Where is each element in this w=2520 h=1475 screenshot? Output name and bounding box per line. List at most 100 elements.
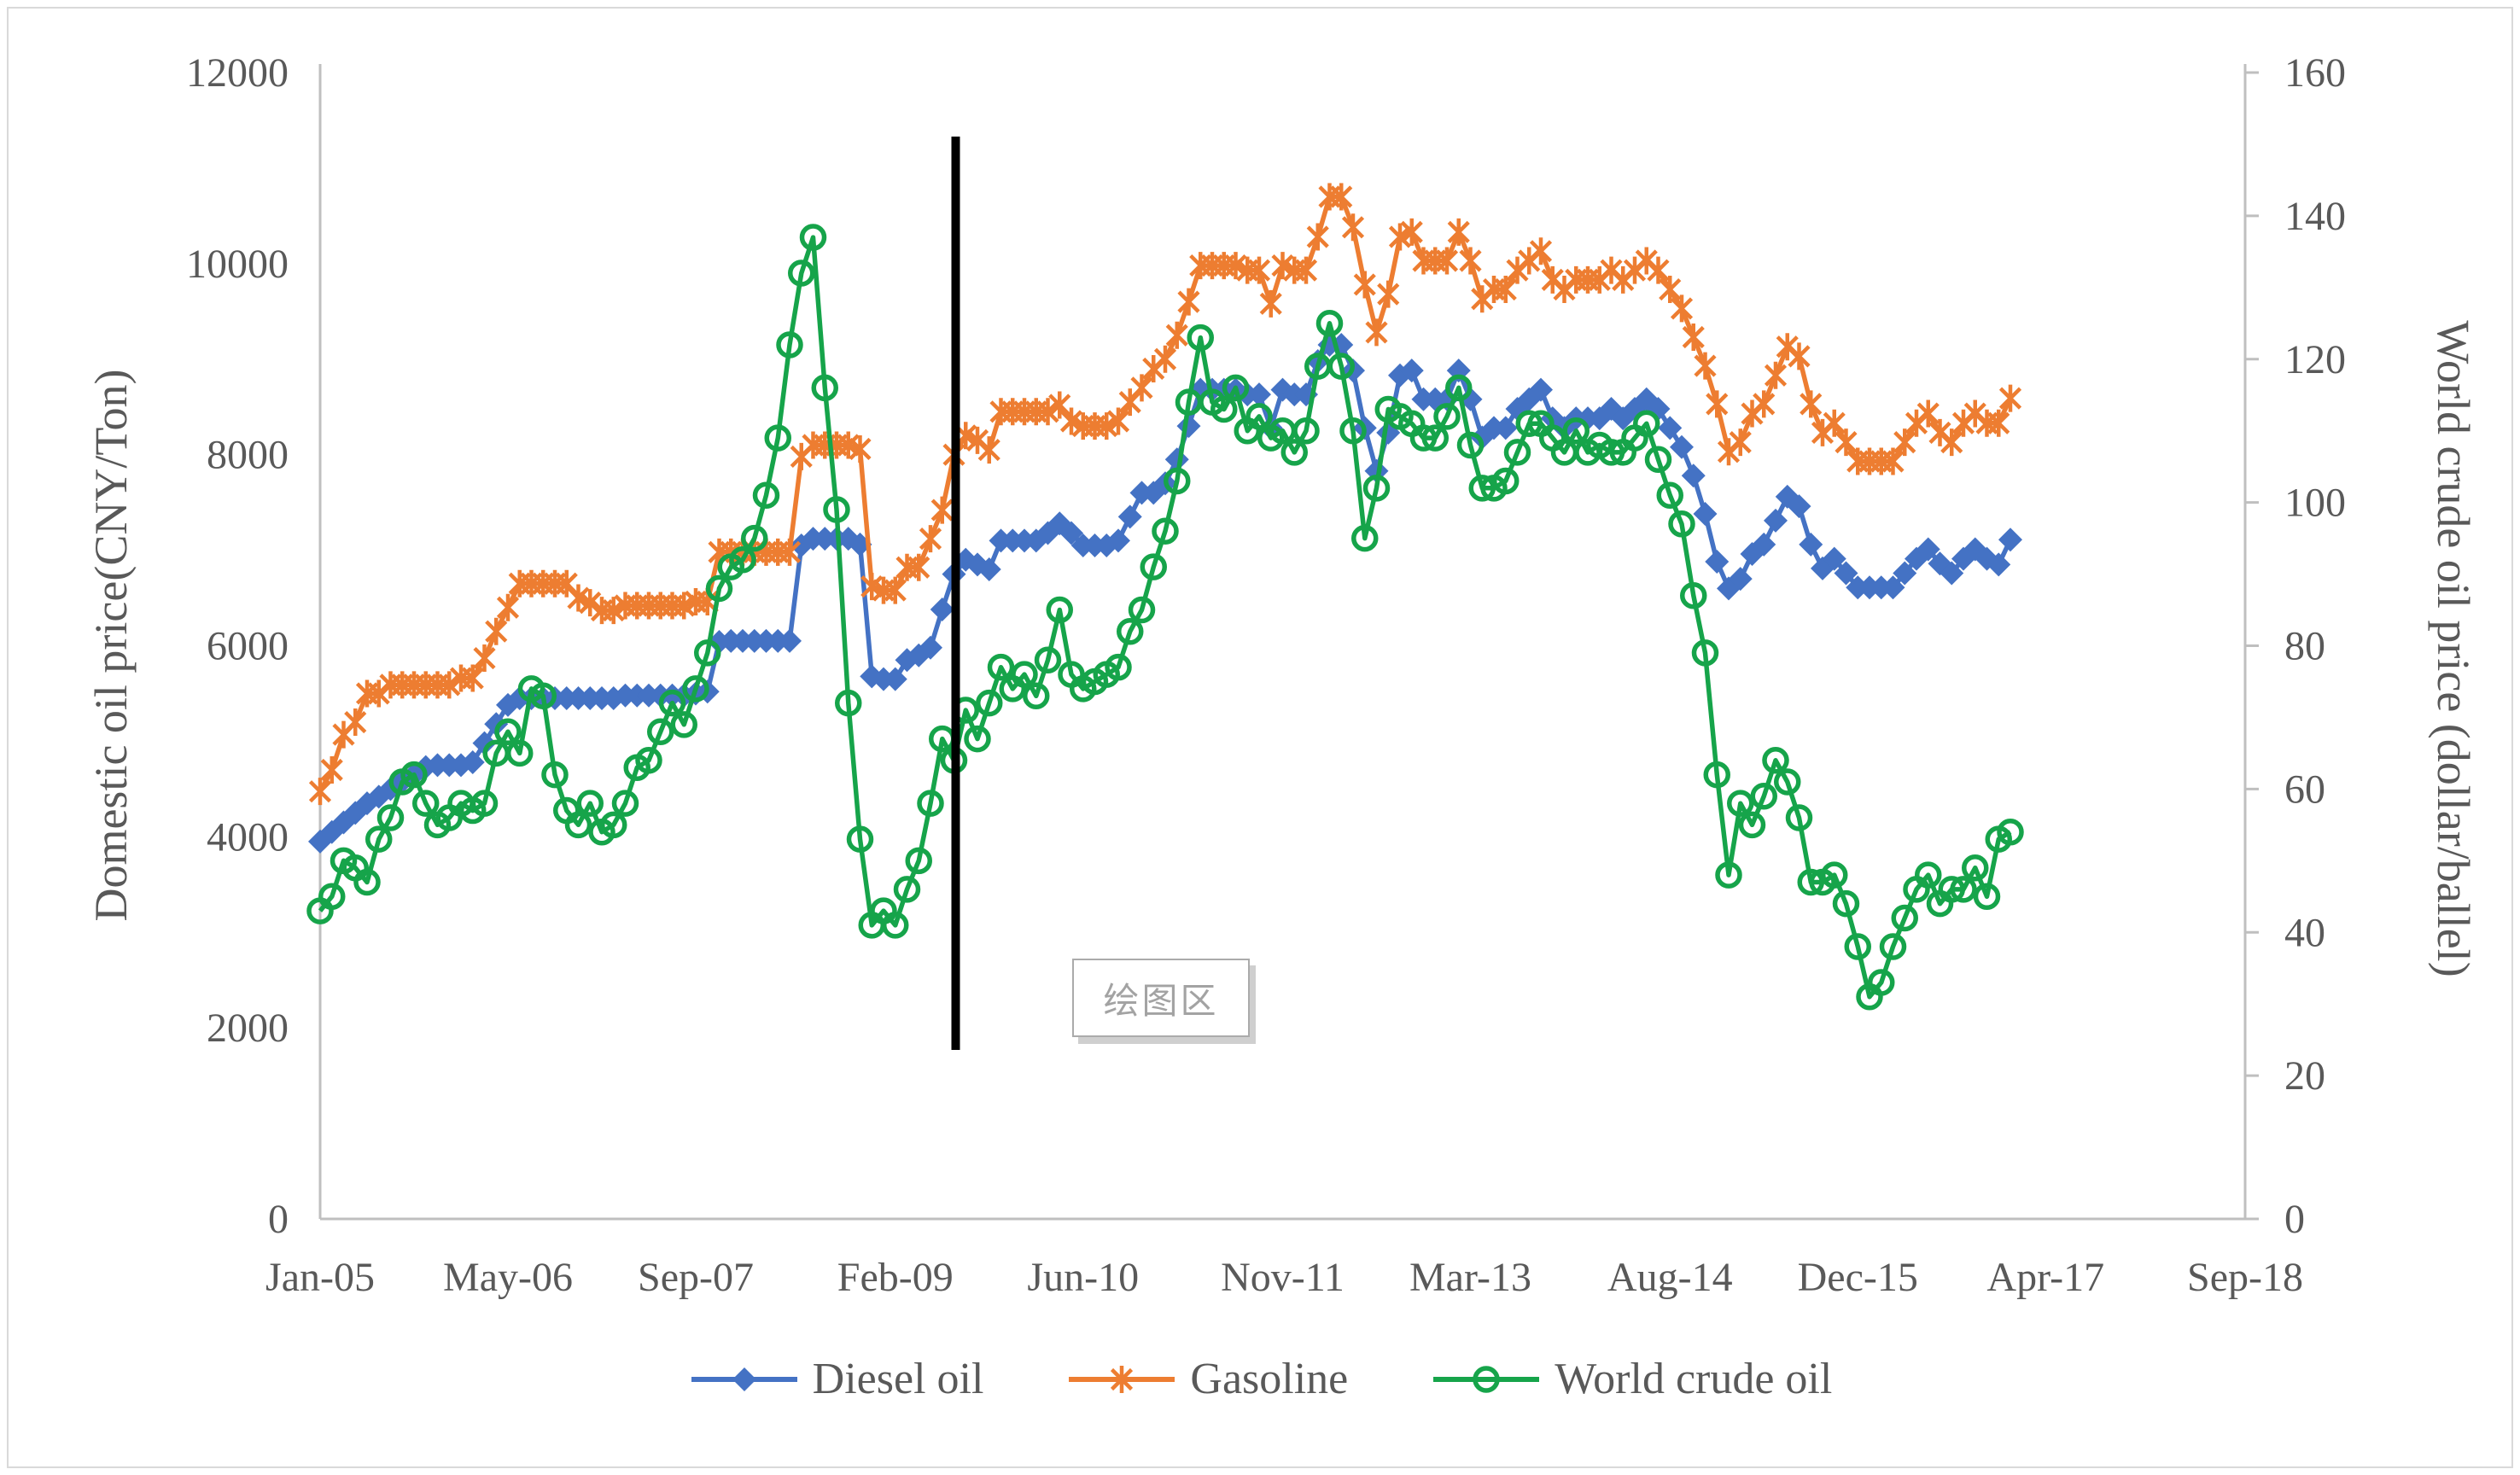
circle-marker <box>412 790 440 817</box>
diamond-marker <box>1893 561 1917 586</box>
circle-marker <box>600 811 627 839</box>
circle-marker <box>1868 969 1895 996</box>
asterisk-marker <box>496 593 520 621</box>
asterisk-marker <box>1377 280 1400 308</box>
diamond-marker <box>1399 359 1424 383</box>
left-axis-tick-label: 0 <box>268 1197 289 1242</box>
asterisk-marker <box>1365 318 1388 347</box>
legend-label-gasoline: Gasoline <box>1190 1355 1349 1403</box>
asterisk-marker <box>1529 237 1553 265</box>
figure-border <box>7 7 2513 1468</box>
circle-marker <box>1973 883 2001 911</box>
asterisk-marker <box>1111 1365 1134 1393</box>
diamond-marker <box>1658 416 1683 440</box>
circle-marker <box>1515 410 1543 438</box>
diamond-marker <box>1059 521 1083 545</box>
diamond-marker <box>1881 575 1905 600</box>
circle-marker <box>353 868 381 896</box>
circle-marker <box>670 711 697 738</box>
asterisk-marker <box>1647 256 1670 284</box>
left-axis-title: Domestic oil price(CNY/Ton) <box>85 369 137 922</box>
circle-marker <box>1362 475 1391 502</box>
diamond-marker <box>1693 502 1718 527</box>
circle-marker <box>365 825 393 853</box>
legend-item-diesel-oil[interactable]: Diesel oil <box>688 1354 983 1404</box>
circle-marker <box>1445 374 1473 402</box>
diamond-marker <box>1916 537 1940 562</box>
asterisk-marker <box>1694 352 1717 380</box>
asterisk-marker <box>1753 390 1776 418</box>
diamond-marker <box>1787 494 1811 519</box>
circle-marker <box>776 331 803 359</box>
legend-item-gasoline[interactable]: Gasoline <box>1065 1354 1348 1404</box>
legend-item-world-crude-oil[interactable]: World crude oil <box>1430 1354 1832 1404</box>
x-axis-tick-label: Sep-18 <box>2187 1255 2303 1300</box>
circle-marker <box>1187 324 1214 352</box>
x-axis-tick-label: May-06 <box>443 1255 573 1300</box>
asterisk-marker <box>1048 391 1071 419</box>
circle-marker <box>1938 876 1965 903</box>
asterisk-marker <box>1306 223 1329 251</box>
diamond-marker <box>1681 463 1706 488</box>
circle-marker <box>799 224 827 251</box>
asterisk-marker <box>849 434 872 463</box>
circle-marker <box>729 546 756 574</box>
x-axis-tick-label: Apr-17 <box>1986 1255 2104 1300</box>
circle-marker <box>905 847 932 875</box>
diamond-marker <box>460 750 485 775</box>
circle-marker <box>1128 596 1156 624</box>
diamond-marker <box>1998 528 2022 552</box>
diamond-marker <box>883 667 907 691</box>
diamond-marker <box>1670 434 1694 459</box>
asterisk-marker <box>1518 247 1541 275</box>
asterisk-marker <box>602 597 625 625</box>
diamond-marker <box>1799 532 1823 557</box>
right-axis-tick-label: 60 <box>2284 767 2325 812</box>
asterisk-marker <box>1388 223 1412 251</box>
asterisk-marker <box>1905 409 1928 437</box>
diamond-marker <box>1940 561 1964 586</box>
circle-marker <box>1315 310 1344 337</box>
series-world-crude-oil <box>306 224 2024 1011</box>
right-axis-tick-label: 140 <box>2284 194 2346 239</box>
circle-marker <box>741 524 768 552</box>
diamond-marker <box>919 635 942 660</box>
asterisk-marker <box>1247 256 1271 284</box>
diamond-marker <box>778 628 802 653</box>
circle-marker <box>1879 933 1907 960</box>
circle-marker <box>764 424 791 452</box>
asterisk-marker <box>1447 218 1470 246</box>
circle-marker <box>1421 424 1449 452</box>
asterisk-marker <box>1435 247 1459 275</box>
circle-marker <box>1715 861 1742 889</box>
left-axis-tick-label: 2000 <box>207 1006 289 1051</box>
circle-marker <box>1703 761 1730 789</box>
circle-marker <box>1797 868 1824 896</box>
circle-marker <box>1409 424 1438 452</box>
left-axis-tick-label: 10000 <box>186 242 289 287</box>
asterisk-marker <box>1729 429 1752 457</box>
circle-marker <box>635 747 662 774</box>
circle-marker <box>1456 431 1485 459</box>
circle-marker <box>1774 768 1801 796</box>
asterisk-marker <box>1095 412 1118 440</box>
circle-marker <box>1339 417 1367 445</box>
circle-marker <box>1492 467 1520 495</box>
circle-marker <box>1351 524 1379 552</box>
asterisk-marker <box>320 755 343 784</box>
asterisk-marker <box>461 664 484 692</box>
asterisk-marker <box>1916 399 1940 428</box>
asterisk-marker <box>1106 407 1130 435</box>
asterisk-marker <box>1506 256 1529 284</box>
circle-marker <box>823 496 850 523</box>
circle-marker <box>1762 747 1789 774</box>
circle-marker <box>1597 439 1625 466</box>
right-axis-tick-label: 160 <box>2284 50 2346 96</box>
asterisk-marker <box>977 436 1000 464</box>
asterisk-marker <box>308 778 332 806</box>
circle-marker <box>400 761 428 789</box>
asterisk-marker <box>579 589 602 617</box>
circle-marker <box>788 259 815 287</box>
